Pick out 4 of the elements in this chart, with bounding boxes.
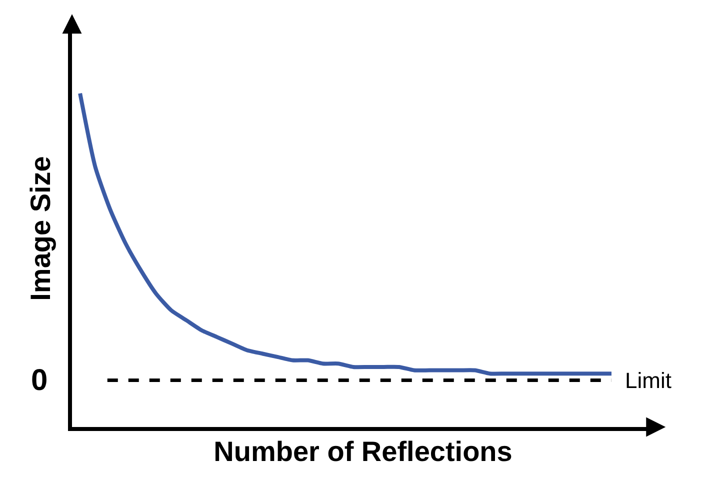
y-axis-title: Image Size bbox=[25, 156, 56, 301]
ref-line-label: Limit bbox=[625, 368, 672, 393]
x-axis-title: Number of Reflections bbox=[214, 436, 512, 467]
text: 0 bbox=[31, 364, 48, 397]
